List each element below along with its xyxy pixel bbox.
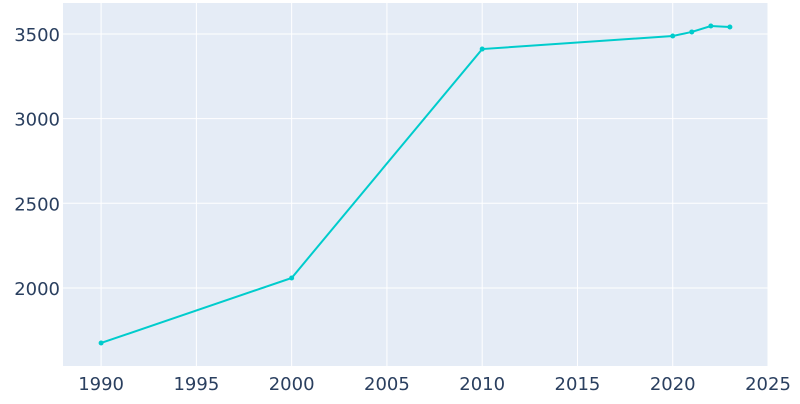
point <box>670 33 676 39</box>
x-tick-label: 2000 <box>269 374 315 395</box>
y-tick-label: 2000 <box>14 279 60 300</box>
point <box>689 29 695 35</box>
y-tick-label: 3500 <box>14 25 60 46</box>
point <box>727 24 733 30</box>
y-tick-label: 2500 <box>14 194 60 215</box>
x-tick-label: 2020 <box>650 374 696 395</box>
x-tick-label: 2015 <box>555 374 601 395</box>
x-tick-label: 2005 <box>364 374 410 395</box>
x-tick-label: 2025 <box>745 374 791 395</box>
y-tick-label: 3000 <box>14 110 60 131</box>
plot-area <box>63 3 768 366</box>
x-tick-label: 1990 <box>78 374 124 395</box>
point <box>479 46 485 52</box>
x-tick-label: 1995 <box>173 374 219 395</box>
point <box>708 23 714 29</box>
point <box>98 340 104 346</box>
point <box>289 275 295 281</box>
x-tick-label: 2010 <box>459 374 505 395</box>
